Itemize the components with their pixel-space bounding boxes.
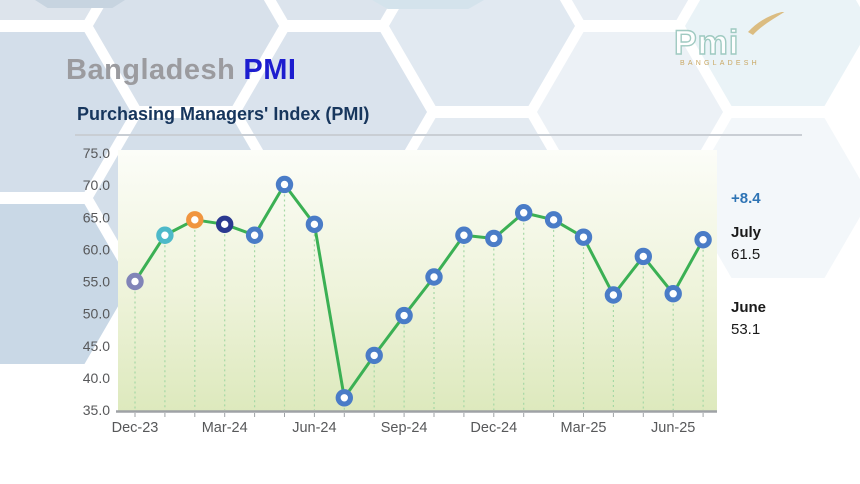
latest-month-label: July — [731, 224, 762, 241]
chart-heading: Purchasing Managers' Index (PMI) — [77, 104, 370, 124]
page-title-pmi: PMI — [243, 54, 297, 86]
logo-brand-text: Pmi — [674, 24, 739, 62]
data-point-marker-Mar-24 — [216, 215, 234, 234]
data-point-marker-Sep-24 — [395, 306, 413, 325]
y-axis-tick-label: 40.0 — [83, 370, 110, 386]
data-point-marker-Jul-24 — [335, 389, 353, 407]
hexagon-decoration — [537, 0, 723, 20]
data-point-marker-Oct-24 — [425, 268, 443, 286]
previous-month-label: June — [731, 299, 767, 316]
hexagon-decoration — [372, 0, 484, 9]
data-point-marker-Jan-24 — [156, 226, 174, 244]
y-axis-tick-label: 60.0 — [83, 241, 110, 257]
data-point-marker-Nov-24 — [455, 226, 473, 244]
data-point-marker-Aug-24 — [365, 346, 383, 365]
x-axis-tick-label: Mar-24 — [202, 420, 248, 436]
hexagon-decoration — [35, 0, 125, 8]
data-point-marker-Jul-25 — [694, 231, 712, 249]
data-point-marker-May-24 — [275, 175, 294, 194]
hexagon-decoration — [389, 0, 575, 106]
data-point-marker-Jan-25 — [515, 204, 533, 222]
data-point-marker-May-25 — [634, 247, 652, 266]
x-axis-tick-label: Dec-23 — [112, 420, 159, 436]
y-axis-tick-label: 55.0 — [83, 274, 110, 290]
data-point-marker-Mar-25 — [574, 228, 593, 246]
page-title: Bangladesh PMI — [66, 54, 296, 87]
page-title-country: Bangladesh — [66, 54, 236, 86]
data-point-marker-Dec-23 — [126, 272, 144, 291]
plot-area — [118, 150, 717, 411]
y-axis-tick-label: 70.0 — [83, 177, 110, 193]
pmi-line-chart: 75.0 70.0 65.0 60.0 55.0 50.0 45.0 40.0 35.0 Dec-… — [60, 140, 740, 455]
y-axis-tick-label: 45.0 — [83, 338, 110, 354]
data-point-marker-Apr-25 — [604, 286, 623, 304]
x-axis-tick-label: Sep-24 — [381, 420, 428, 436]
logo-country-text: BANGLADESH — [680, 60, 760, 67]
data-point-marker-Feb-24 — [186, 211, 204, 229]
data-point-marker-Feb-25 — [544, 211, 563, 229]
y-axis-tick-label: 75.0 — [83, 145, 110, 161]
x-axis-tick-label: Mar-25 — [561, 420, 607, 436]
hexagon-decoration — [93, 0, 279, 106]
y-axis-tick-label: 50.0 — [83, 306, 110, 322]
hexagon-decoration — [241, 0, 427, 20]
pmi-chart-svg: 75.070.065.060.055.050.045.040.035.0Dec-… — [83, 145, 717, 436]
x-axis-tick-label: Jun-24 — [292, 420, 336, 436]
heading-divider — [75, 134, 802, 136]
mom-change-value: +8.4 — [731, 190, 761, 207]
x-axis-tick-label: Dec-24 — [470, 420, 517, 436]
y-axis-tick-label: 35.0 — [83, 402, 110, 418]
data-point-marker-Dec-24 — [485, 229, 503, 248]
x-axis-tick-label: Jun-25 — [651, 420, 695, 436]
logo-swoosh-icon — [748, 12, 785, 35]
latest-month-value: 61.5 — [731, 246, 761, 263]
y-axis-tick-label: 65.0 — [83, 209, 110, 225]
pmi-bangladesh-logo: Pmi BANGLADESH — [673, 12, 785, 67]
data-point-marker-Jun-25 — [664, 285, 682, 303]
data-point-marker-Apr-24 — [245, 226, 264, 244]
data-point-marker-Jun-24 — [305, 215, 324, 234]
previous-month-value: 53.1 — [731, 321, 761, 338]
